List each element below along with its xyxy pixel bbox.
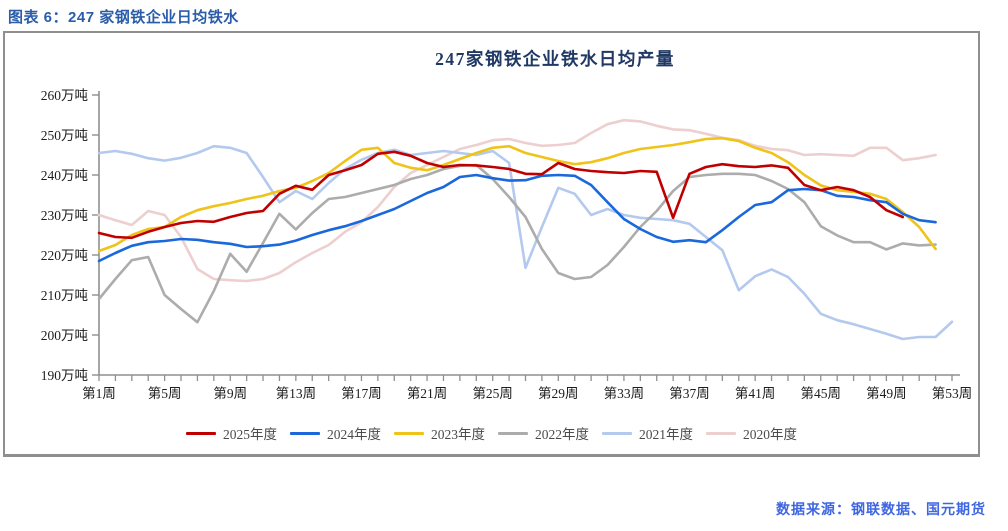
legend-swatch: [602, 431, 632, 435]
series-line-2024年度: [97, 173, 937, 263]
legend-item: 2025年度: [186, 423, 277, 443]
x-tick-label: 第13周: [276, 385, 317, 401]
legend-label: 2023年度: [431, 427, 485, 442]
chart-legend: 2025年度 2024年度 2023年度 2022年度 2021年度 2020年度: [5, 423, 978, 443]
legend-swatch: [498, 431, 528, 435]
series-line-2025年度: [97, 150, 905, 240]
legend-label: 2022年度: [535, 427, 589, 442]
y-tick-label: 250万吨: [41, 128, 88, 143]
legend-item: 2024年度: [290, 423, 381, 443]
legend-swatch: [186, 431, 216, 435]
chart-frame: 190万吨 200万吨 210万吨 220万吨 230万吨 240万吨 250万吨 260万吨…: [3, 31, 980, 457]
y-tick-label: 240万吨: [41, 168, 88, 183]
figure-caption: 图表 6：247 家钢铁企业日均铁水: [8, 9, 239, 26]
x-tick-label: 第1周: [82, 385, 116, 401]
legend-swatch: [394, 431, 424, 435]
legend-label: 2024年度: [327, 427, 381, 442]
y-tick-label: 190万吨: [41, 368, 88, 383]
legend-item: 2023年度: [394, 423, 485, 443]
x-tick-label: 第5周: [148, 385, 182, 401]
legend-item: 2020年度: [706, 423, 797, 443]
legend-swatch: [290, 431, 320, 435]
x-tick-label: 第29周: [538, 385, 579, 401]
legend-swatch: [706, 431, 736, 435]
x-tick-label: 第45周: [801, 385, 842, 401]
x-tick-label: 第41周: [735, 385, 776, 401]
x-tick-label: 第9周: [213, 385, 247, 401]
legend-label: 2021年度: [639, 427, 693, 442]
x-tick-label: 第33周: [604, 385, 645, 401]
x-tick-label: 第37周: [669, 385, 710, 401]
legend-item: 2022年度: [498, 423, 589, 443]
x-tick-label: 第17周: [341, 385, 382, 401]
x-tick-label: 第53周: [932, 385, 973, 401]
series-line-2023年度: [97, 136, 937, 253]
series-line-2022年度: [97, 163, 937, 324]
y-tick-label: 220万吨: [41, 248, 88, 263]
series-line-2020年度: [97, 118, 937, 283]
series-line-2021年度: [97, 144, 954, 341]
legend-item: 2021年度: [602, 423, 693, 443]
chart-title: 247家钢铁企业铁水日均产量: [435, 49, 675, 69]
x-tick-label: 第21周: [407, 385, 448, 401]
y-tick-label: 260万吨: [41, 88, 88, 103]
y-tick-label: 230万吨: [41, 208, 88, 223]
x-tick-label: 第25周: [472, 385, 513, 401]
data-source: 数据来源：钢联数据、国元期货: [776, 501, 986, 517]
legend-label: 2025年度: [223, 427, 277, 442]
legend-label: 2020年度: [743, 427, 797, 442]
x-tick-label: 第49周: [866, 385, 907, 401]
line-chart: 190万吨 200万吨 210万吨 220万吨 230万吨 240万吨 250万吨 260万吨…: [41, 88, 973, 401]
y-tick-label: 210万吨: [41, 288, 88, 303]
y-tick-label: 200万吨: [41, 328, 88, 343]
